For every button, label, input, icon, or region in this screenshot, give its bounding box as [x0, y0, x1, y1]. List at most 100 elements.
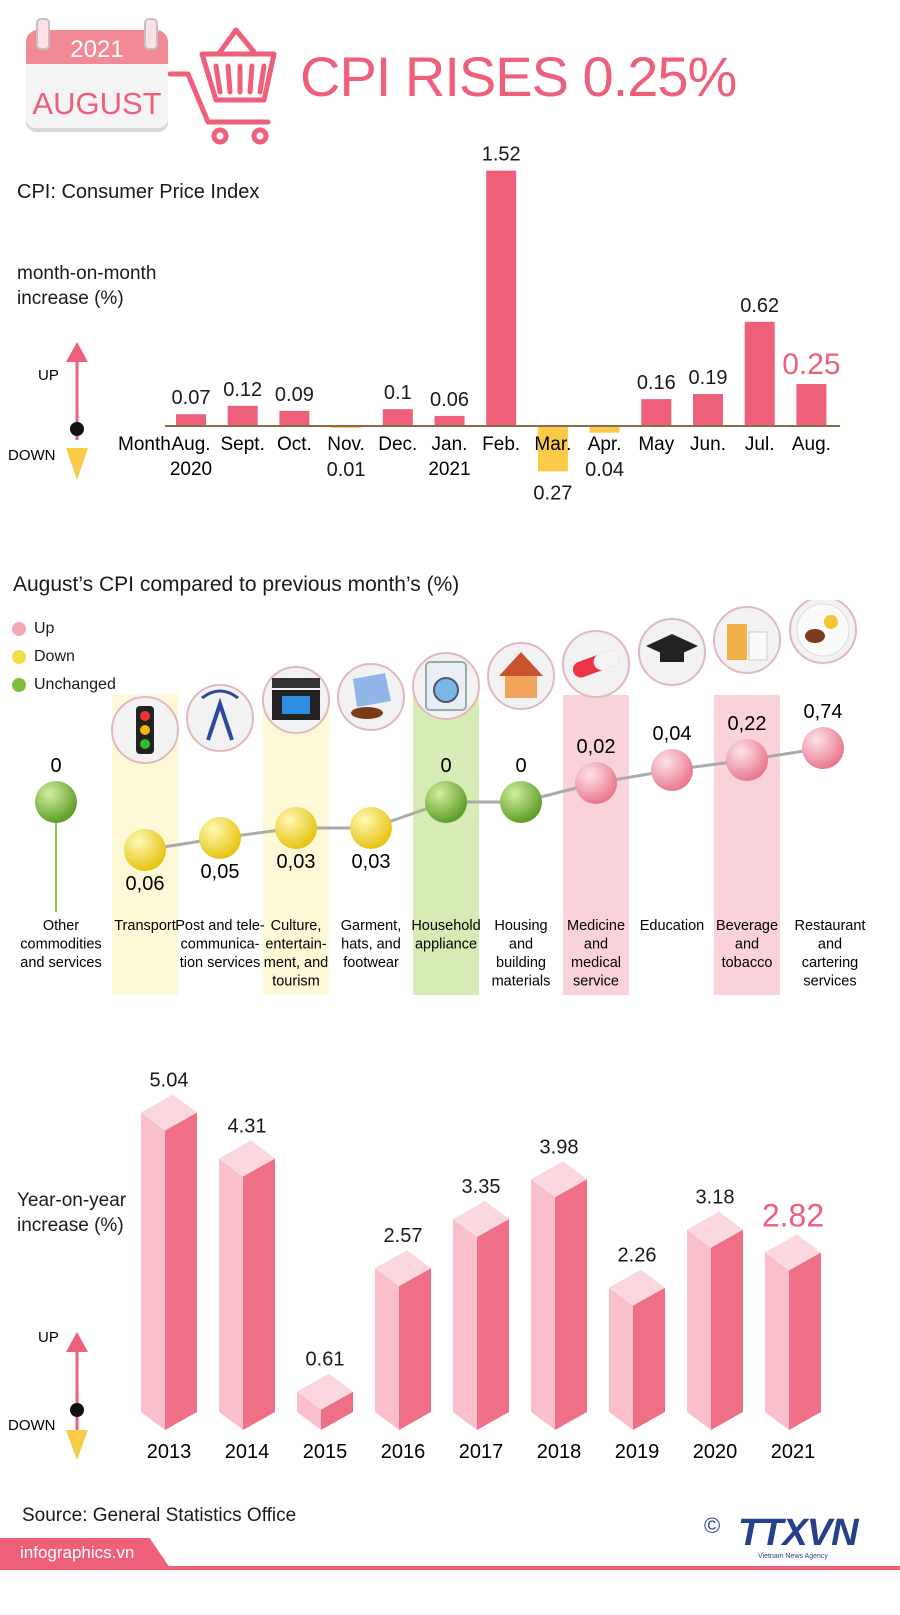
category-chart: 0 0,06 0,05 0,03 0,03 0 0 0,02 0,04 0,22 0,74 Other… — [20, 600, 866, 995]
cpi-definition: CPI: Consumer Price Index — [17, 181, 260, 203]
yoy-year-label: 2014 — [225, 1441, 270, 1463]
category-dot — [425, 781, 467, 823]
mom-category-label: Mar. — [534, 434, 571, 455]
yoy-value-label: 2.26 — [618, 1245, 657, 1267]
category-value-label: 0,74 — [804, 701, 843, 723]
mom-year-label: 2021 — [428, 459, 470, 480]
category-dot — [726, 739, 768, 781]
washing-machine-icon — [412, 652, 480, 720]
mom-value-label: 0.25 — [782, 348, 840, 381]
legend-unchanged: Unchanged — [12, 676, 116, 694]
yoy-bar — [375, 1250, 431, 1430]
mom-bar — [693, 394, 723, 426]
category-dot — [575, 762, 617, 804]
copyright: © — [704, 1513, 721, 1538]
category-value-label: 0,03 — [352, 851, 391, 873]
mom-value-label: 0.06 — [430, 389, 469, 411]
mom-category-label: Dec. — [378, 434, 417, 455]
up-down-arrow-icon — [66, 342, 88, 480]
yoy-value-label: 2.57 — [384, 1225, 423, 1247]
mom-year-label: 2020 — [170, 459, 212, 480]
yoy-value-label: 3.98 — [540, 1136, 579, 1158]
calendar-month: AUGUST — [32, 86, 162, 121]
yoy-bar — [687, 1211, 743, 1430]
mom-bar — [382, 409, 413, 426]
shirt-shoes-icon — [337, 663, 405, 731]
category-name-label: Household appliance — [411, 918, 480, 953]
site-link[interactable]: infographics.vn — [0, 1538, 170, 1568]
yoy-year-label: 2016 — [381, 1441, 426, 1463]
legend-down-label: Down — [34, 648, 75, 665]
category-value-label: 0,03 — [277, 851, 316, 873]
category-value-label: 0,05 — [201, 861, 240, 883]
yoy-down-label: DOWN — [8, 1417, 56, 1434]
mom-value-label: 1.52 — [482, 144, 521, 166]
yoy-value-label: 2.82 — [762, 1197, 824, 1233]
mom-bar — [176, 414, 206, 426]
calendar-year: 2021 — [70, 36, 124, 63]
category-value-label: 0 — [50, 755, 61, 777]
source: Source: General Statistics Office — [22, 1505, 297, 1526]
down-label: DOWN — [8, 447, 56, 464]
category-name-label: Medicine and medical service — [567, 918, 625, 990]
category-name-label: Education — [640, 918, 705, 934]
category-dot — [35, 781, 77, 823]
mom-category-label: Sept. — [221, 434, 265, 455]
mom-category-label: Jun. — [690, 434, 726, 455]
mom-category-label: Jan. — [432, 434, 468, 455]
yoy-year-label: 2020 — [693, 1441, 738, 1463]
category-value-label: 0,06 — [126, 873, 165, 895]
house-icon — [487, 642, 555, 710]
ttxvn-logo-subtitle: Vietnam News Agency — [758, 1553, 828, 1560]
category-dot — [500, 781, 542, 823]
section2-title: August’s CPI compared to previous month’… — [13, 573, 460, 596]
footer-divider — [0, 1566, 900, 1570]
category-name-label: Housing and building materials — [492, 918, 551, 990]
mom-bar — [744, 321, 775, 426]
legend-down-swatch — [12, 650, 26, 664]
mom-value-label: 0.16 — [637, 372, 676, 394]
clapperboard-icon — [262, 666, 330, 734]
mom-category-label: Feb. — [482, 434, 520, 455]
mom-category-label: Jul. — [745, 434, 775, 455]
legend-up-label: Up — [34, 620, 55, 637]
yoy-value-label: 4.31 — [228, 1115, 267, 1137]
yoy-ylabel: Year-on-year increase (%) — [17, 1190, 127, 1236]
mom-chart: UP DOWN Month 0.07 Aug. 2020 0.12 Sept. 0.09 O… — [8, 144, 841, 505]
yoy-value-label: 5.04 — [150, 1069, 189, 1091]
mom-value-label: 0.07 — [172, 387, 211, 409]
pills-icon — [562, 630, 630, 698]
mom-category-label: Aug. — [792, 434, 831, 455]
category-dot — [199, 817, 241, 859]
yoy-bar — [765, 1234, 821, 1430]
yoy-bar — [453, 1200, 509, 1430]
yoy-year-label: 2017 — [459, 1441, 504, 1463]
month-axis-label: Month — [118, 434, 171, 455]
mom-value-label: 0.12 — [223, 379, 262, 401]
yoy-bar — [141, 1094, 197, 1430]
mom-value-label: 0.09 — [275, 384, 314, 406]
category-value-label: 0,04 — [653, 723, 692, 745]
category-dot — [651, 749, 693, 791]
headline-value: 0.25% — [582, 45, 738, 108]
up-down-arrow-icon — [66, 1332, 88, 1460]
category-name-label: Restaurant and cartering services — [795, 918, 866, 990]
yoy-bar — [531, 1161, 587, 1430]
legend-unchanged-swatch — [12, 678, 26, 692]
yoy-chart: UP DOWN 5.04 2013 4.31 2014 0.61 2015 2.57 2016… — [8, 1069, 824, 1463]
calendar-icon: 2021 AUGUST — [26, 18, 168, 130]
up-label: UP — [38, 367, 59, 384]
legend-down: Down — [12, 648, 75, 666]
mom-value-label: 0.62 — [740, 295, 779, 317]
mom-value-label: 0.1 — [384, 382, 412, 404]
yoy-year-label: 2021 — [771, 1441, 816, 1463]
graduation-cap-icon — [638, 618, 706, 686]
category-value-label: 0,22 — [728, 713, 767, 735]
category-value-label: 0,02 — [577, 736, 616, 758]
ttxvn-logo: TTXVN — [738, 1512, 859, 1554]
yoy-bar — [609, 1269, 665, 1430]
mom-category-label: Oct. — [277, 434, 312, 455]
yoy-up-label: UP — [38, 1329, 59, 1346]
category-name-label: Beverage and tobacco — [716, 918, 778, 971]
headline: CPI RISES 0.25% — [300, 44, 738, 109]
